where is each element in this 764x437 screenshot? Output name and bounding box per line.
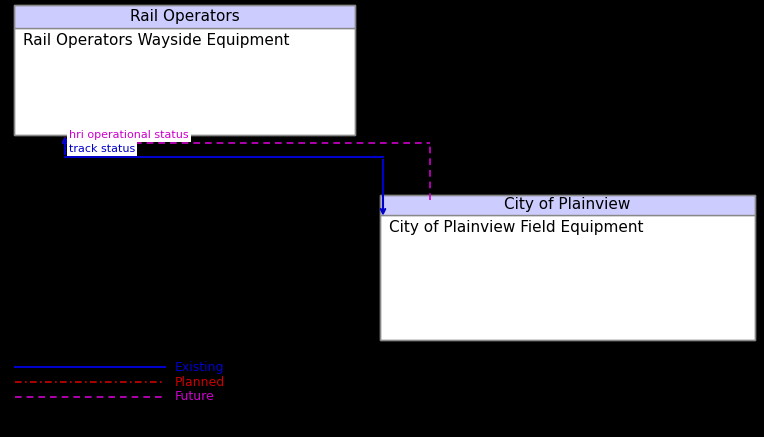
Text: track status: track status: [69, 144, 135, 154]
Bar: [380, 195, 755, 215]
Bar: [14, 28, 355, 135]
Bar: [380, 215, 755, 340]
Text: Planned: Planned: [175, 375, 225, 388]
Text: City of Plainview: City of Plainview: [504, 198, 631, 212]
Text: hri operational status: hri operational status: [69, 130, 189, 140]
Bar: [14, 5, 355, 28]
Text: Rail Operators: Rail Operators: [130, 9, 239, 24]
Text: Future: Future: [175, 391, 215, 403]
Text: Existing: Existing: [175, 361, 225, 374]
Text: City of Plainview Field Equipment: City of Plainview Field Equipment: [389, 220, 643, 235]
Bar: [14, 5, 355, 135]
Bar: [380, 195, 755, 340]
Text: Rail Operators Wayside Equipment: Rail Operators Wayside Equipment: [23, 33, 290, 48]
